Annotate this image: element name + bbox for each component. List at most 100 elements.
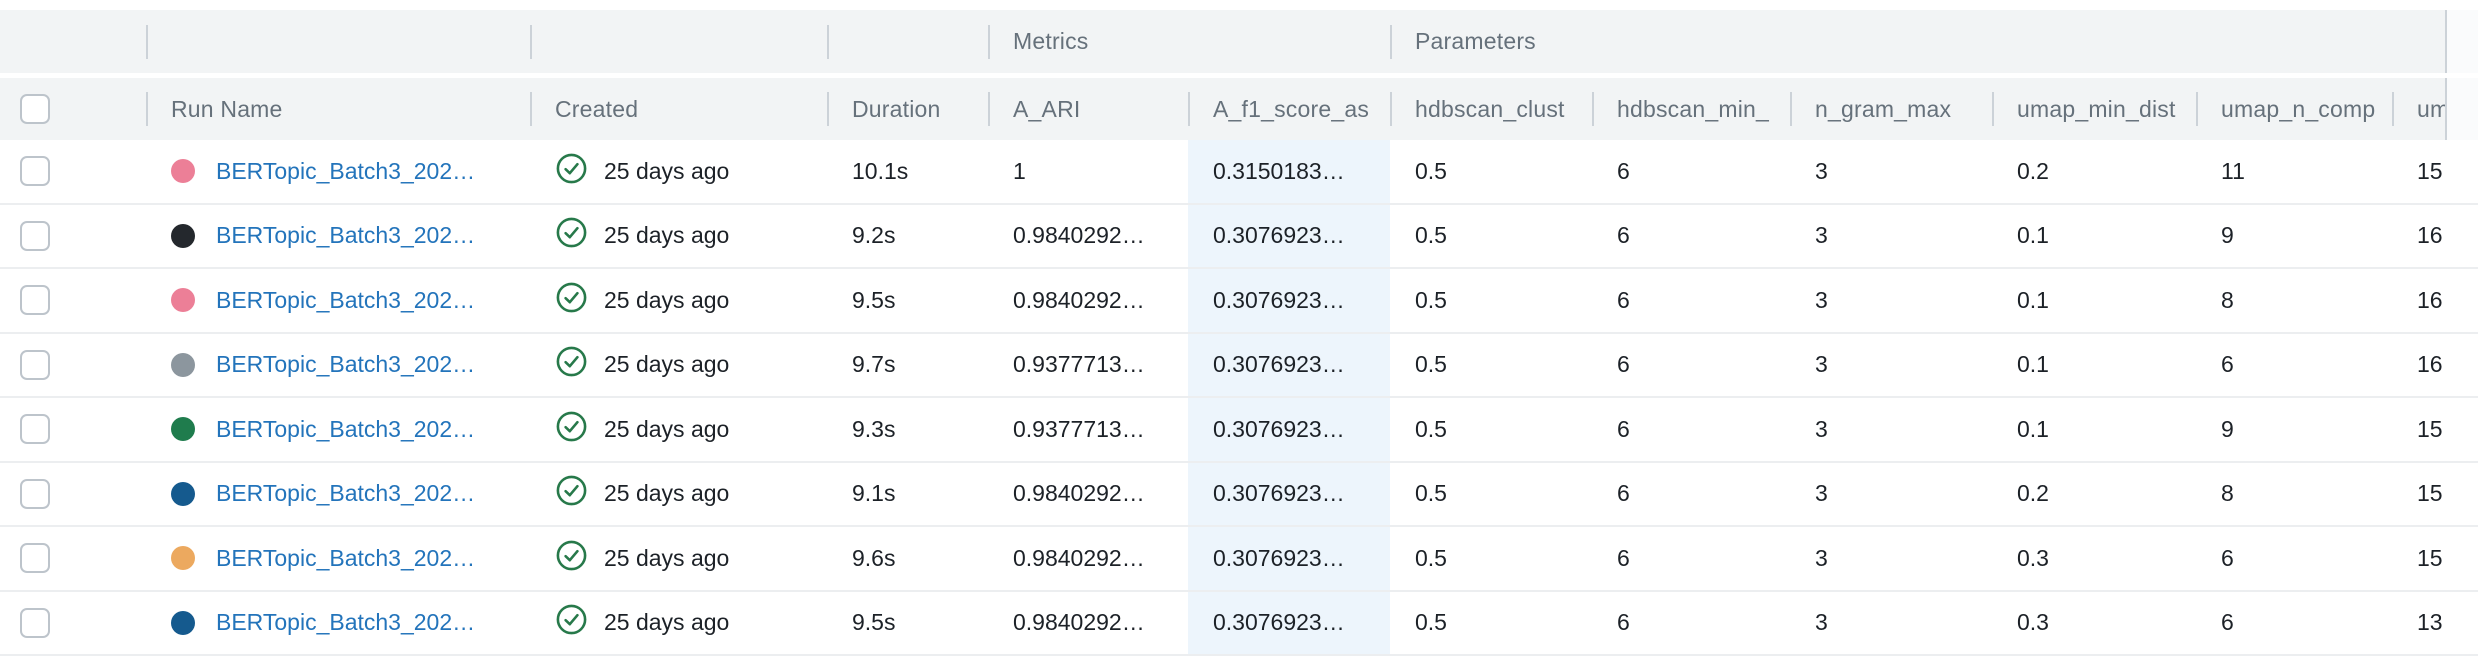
run-name-link[interactable]: BERTopic_Batch3_202… (216, 480, 476, 507)
run-color-dot (171, 352, 195, 377)
run-name-link[interactable]: BERTopic_Batch3_202… (216, 222, 476, 249)
table-row: BERTopic_Batch3_202… 25 days ago 9.5s 0.… (0, 269, 2478, 334)
run-color-dot (171, 610, 195, 635)
hdbscan-cluster-cell: 0.5 (1415, 286, 1447, 313)
run-name-link[interactable]: BERTopic_Batch3_202… (216, 609, 476, 636)
run-color-dot (171, 481, 195, 506)
duration-cell: 9.3s (852, 415, 896, 442)
row-edge-gutter (2445, 398, 2478, 461)
column-header-umap-n-comp[interactable]: umap_n_comp (2196, 78, 2392, 140)
umap-extra-cell: 15 (2417, 544, 2443, 571)
row-edge-gutter (2445, 463, 2478, 526)
row-edge-gutter (2445, 140, 2478, 203)
hdbscan-cluster-cell: 0.5 (1415, 544, 1447, 571)
run-name-cell: BERTopic_Batch3_202… (146, 463, 530, 526)
created-label: 25 days ago (604, 544, 730, 571)
a-f1-score-cell: 0.3076923… (1188, 269, 1390, 332)
run-name-cell: BERTopic_Batch3_202… (146, 527, 530, 590)
run-name-link[interactable]: BERTopic_Batch3_202… (216, 351, 476, 378)
umap-n-comp-cell: 8 (2221, 286, 2234, 313)
umap-min-dist-cell: 0.1 (2017, 286, 2049, 313)
select-all-checkbox[interactable] (20, 94, 50, 124)
row-select-cell (0, 205, 146, 268)
created-label: 25 days ago (604, 609, 730, 636)
duration-cell: 9.2s (852, 222, 896, 249)
umap-n-comp-cell: 6 (2221, 544, 2234, 571)
row-edge-gutter (2445, 205, 2478, 268)
row-checkbox[interactable] (20, 607, 50, 638)
umap-extra-cell: 15 (2417, 415, 2443, 442)
run-name-link[interactable]: BERTopic_Batch3_202… (216, 544, 476, 571)
n-gram-max-cell: 3 (1815, 544, 1828, 571)
a-ari-cell: 0.9377713… (1013, 415, 1145, 442)
row-checkbox[interactable] (20, 285, 50, 316)
a-f1-score-cell: 0.3076923… (1188, 398, 1390, 461)
table-row: BERTopic_Batch3_202… 25 days ago 9.7s 0.… (0, 333, 2478, 398)
run-name-link[interactable]: BERTopic_Batch3_202… (216, 157, 476, 184)
n-gram-max-cell: 3 (1815, 222, 1828, 249)
row-checkbox[interactable] (20, 478, 50, 509)
umap-extra-cell: 13 (2417, 609, 2443, 636)
column-header-umap-min-dist[interactable]: umap_min_dist (1992, 78, 2196, 140)
umap-min-dist-cell: 0.2 (2017, 480, 2049, 507)
umap-n-comp-cell: 11 (2221, 157, 2245, 184)
row-checkbox[interactable] (20, 156, 50, 187)
top-strip (0, 0, 2478, 10)
table-row: BERTopic_Batch3_202… 25 days ago 9.6s 0.… (0, 527, 2478, 592)
row-select-cell (0, 334, 146, 397)
column-group-header-row: Metrics Parameters (0, 10, 2478, 73)
hdbscan-min-cell: 6 (1617, 157, 1630, 184)
a-ari-cell: 0.9840292… (1013, 609, 1145, 636)
a-f1-score-cell: 0.3076923… (1188, 462, 1390, 525)
duration-cell: 9.5s (852, 609, 896, 636)
umap-min-dist-cell: 0.3 (2017, 609, 2049, 636)
a-ari-cell: 0.9840292… (1013, 480, 1145, 507)
row-checkbox[interactable] (20, 543, 50, 574)
table-row: BERTopic_Batch3_202… 25 days ago 9.5s 0.… (0, 591, 2478, 656)
row-checkbox[interactable] (20, 414, 50, 445)
hdbscan-cluster-cell: 0.5 (1415, 415, 1447, 442)
row-checkbox[interactable] (20, 349, 50, 380)
row-checkbox[interactable] (20, 220, 50, 251)
duration-cell: 9.7s (852, 351, 896, 378)
column-header-created[interactable]: Created (530, 78, 827, 140)
a-f1-score-cell: 0.3076923… (1188, 204, 1390, 267)
column-header-a-f1-score[interactable]: A_f1_score_as (1188, 78, 1390, 140)
created-cell: 25 days ago (530, 463, 827, 526)
row-select-cell (0, 269, 146, 332)
umap-min-dist-cell: 0.1 (2017, 222, 2049, 249)
column-header-row: Run Name Created Duration A_ARI A_f1_sco… (0, 78, 2478, 140)
group-header-parameters: Parameters (1390, 10, 2445, 73)
group-edge-gutter (2445, 10, 2478, 73)
hdbscan-min-cell: 6 (1617, 286, 1630, 313)
umap-n-comp-cell: 9 (2221, 415, 2234, 442)
column-header-run-name[interactable]: Run Name (146, 78, 530, 140)
run-name-link[interactable]: BERTopic_Batch3_202… (216, 415, 476, 442)
umap-extra-cell: 15 (2417, 480, 2443, 507)
created-cell: 25 days ago (530, 398, 827, 461)
created-cell: 25 days ago (530, 527, 827, 590)
group-cell-select (0, 10, 146, 73)
run-color-dot (171, 288, 195, 313)
n-gram-max-cell: 3 (1815, 351, 1828, 378)
n-gram-max-cell: 3 (1815, 286, 1828, 313)
created-cell: 25 days ago (530, 140, 827, 203)
run-finished-check-circle-icon (555, 216, 588, 255)
column-header-duration[interactable]: Duration (827, 78, 988, 140)
group-cell-created (530, 10, 827, 73)
n-gram-max-cell: 3 (1815, 415, 1828, 442)
column-header-n-gram-max[interactable]: n_gram_max (1790, 78, 1992, 140)
run-name-cell: BERTopic_Batch3_202… (146, 140, 530, 203)
column-header-hdbscan-min[interactable]: hdbscan_min_ (1592, 78, 1790, 140)
hdbscan-min-cell: 6 (1617, 480, 1630, 507)
table-row: BERTopic_Batch3_202… 25 days ago 9.1s 0.… (0, 462, 2478, 527)
column-header-umap-extra[interactable]: um (2392, 78, 2445, 140)
table-body: BERTopic_Batch3_202… 25 days ago 10.1s 1… (0, 140, 2478, 656)
hdbscan-cluster-cell: 0.5 (1415, 222, 1447, 249)
umap-min-dist-cell: 0.1 (2017, 351, 2049, 378)
column-header-hdbscan-cluster[interactable]: hdbscan_clust (1390, 78, 1592, 140)
header-edge-gutter (2445, 78, 2478, 140)
column-header-a-ari[interactable]: A_ARI (988, 78, 1188, 140)
run-name-link[interactable]: BERTopic_Batch3_202… (216, 286, 476, 313)
duration-cell: 9.5s (852, 286, 896, 313)
